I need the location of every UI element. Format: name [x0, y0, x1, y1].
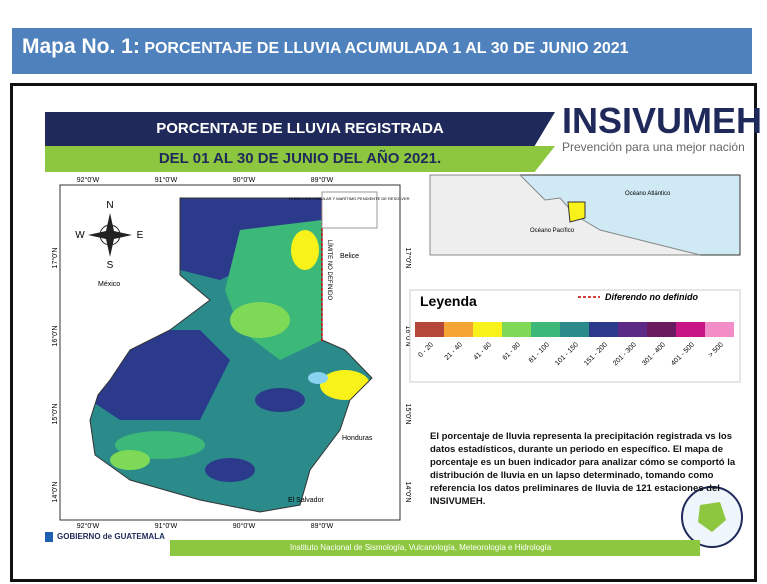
lat-label: 16°0'N — [51, 326, 59, 347]
lon-label: 89°0'W — [311, 522, 334, 530]
legend-boundary: Diferendo no definido — [605, 292, 698, 302]
lon-label: 92°0'W — [77, 176, 100, 184]
legend-swatch — [415, 322, 444, 337]
zone — [230, 302, 290, 338]
inset-country — [568, 202, 585, 222]
legend-swatch — [444, 322, 473, 337]
lon-label: 91°0'W — [155, 522, 178, 530]
description: El porcentaje de lluvia representa la pr… — [430, 430, 740, 508]
legend-title: Leyenda — [420, 293, 477, 309]
legend-swatch — [531, 322, 560, 337]
zone — [110, 450, 150, 470]
legend-swatch — [502, 322, 531, 337]
government-logo: GOBIERNO de GUATEMALA — [45, 532, 167, 542]
boundary-note: LÍMITE NO DEFINIDO — [326, 240, 333, 301]
inset-label: Océano Atlántico — [625, 191, 671, 197]
lon-label: 91°0'W — [155, 176, 178, 184]
legend-swatch — [589, 322, 618, 337]
lat-label: 15°0'N — [51, 404, 59, 425]
compass-letter: S — [107, 260, 114, 271]
place: Belice — [340, 253, 359, 260]
lon-label: 92°0'W — [77, 522, 100, 530]
note-box-text: TERRITORIO INSULAR Y MARÍTIMO PENDIENTE … — [288, 196, 409, 201]
legend-swatch — [473, 322, 502, 337]
zone — [291, 230, 319, 270]
compass-letter: N — [106, 200, 113, 211]
footer: Instituto Nacional de Sismología, Vulcan… — [170, 540, 700, 556]
lat-label: 14°0'N — [404, 482, 412, 503]
zone — [205, 458, 255, 482]
compass-letter: E — [137, 230, 144, 241]
place: México — [98, 281, 120, 288]
zone — [255, 388, 305, 412]
page: Mapa No. 1: PORCENTAJE DE LLUVIA ACUMULA… — [0, 0, 767, 584]
lat-label: 17°0'N — [51, 248, 59, 269]
legend-swatch — [647, 322, 676, 337]
lat-label: 14°0'N — [51, 482, 59, 503]
legend-swatch — [618, 322, 647, 337]
legend-swatch — [560, 322, 589, 337]
place: El Salvador — [288, 497, 324, 504]
lat-label: 17°0'N — [404, 248, 412, 269]
legend-swatch — [676, 322, 705, 337]
lon-label: 90°0'W — [233, 522, 256, 530]
lon-label: 89°0'W — [311, 176, 334, 184]
place: Honduras — [342, 435, 373, 442]
inset-label: Océano Pacífico — [530, 228, 575, 234]
lake — [308, 372, 328, 384]
lat-label: 15°0'N — [404, 404, 412, 425]
compass-letter: W — [75, 230, 85, 241]
lon-label: 90°0'W — [233, 176, 256, 184]
legend-swatch — [705, 322, 734, 337]
